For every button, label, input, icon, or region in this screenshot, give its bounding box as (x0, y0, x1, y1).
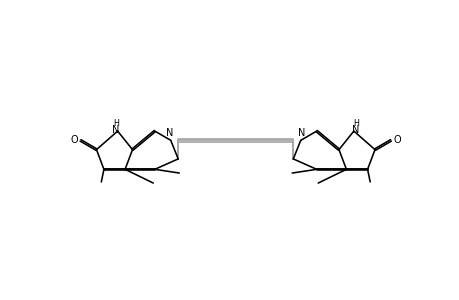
Text: N: N (112, 124, 120, 135)
Text: N: N (297, 128, 304, 138)
Text: H: H (112, 119, 118, 128)
Text: O: O (70, 135, 78, 145)
Text: N: N (166, 128, 174, 138)
Text: H: H (352, 119, 358, 128)
Text: O: O (393, 135, 401, 145)
Text: N: N (351, 124, 358, 135)
